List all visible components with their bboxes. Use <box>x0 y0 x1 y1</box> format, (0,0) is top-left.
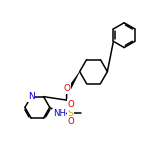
Text: NH: NH <box>53 109 66 118</box>
Text: O: O <box>63 84 70 93</box>
Text: O: O <box>67 117 74 126</box>
Text: N: N <box>28 92 35 101</box>
Polygon shape <box>68 72 80 89</box>
Text: S: S <box>68 109 73 118</box>
Text: O: O <box>67 100 74 109</box>
